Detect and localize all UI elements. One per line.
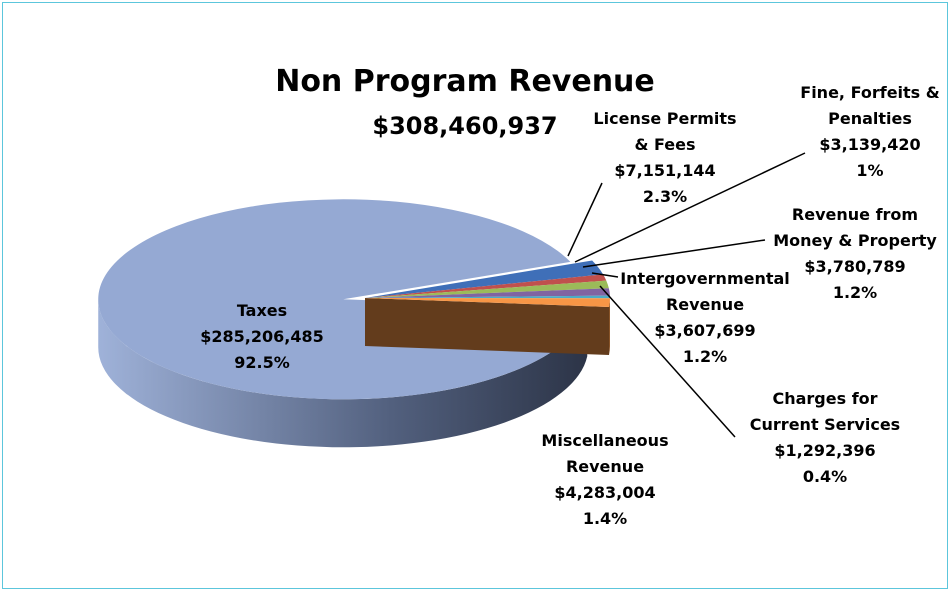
slice-side [609,298,610,355]
data-label: Intergovernmental Revenue $3,607,699 1.2% [610,266,800,370]
slice [365,280,609,298]
label-percent: 1.2% [832,283,878,302]
slice [365,260,604,298]
data-label: Revenue from Money & Property $3,780,789 1… [760,202,950,306]
label-amount: $4,283,004 [554,483,656,502]
label-name: License Permits & Fees [593,109,737,154]
leader-line [574,152,806,263]
slice [365,274,607,298]
slice-cut [365,298,610,355]
label-name: Charges for Current Services [749,389,901,434]
chart-subtitle: $308,460,937 [372,112,558,140]
label-amount: $1,292,396 [774,441,876,460]
label-percent: 1.4% [582,509,628,528]
leader-line [599,285,736,438]
label-percent: 1% [856,161,884,180]
label-name: Revenue from Money & Property [773,205,937,250]
label-percent: 92.5% [234,353,290,372]
label-percent: 1.2% [682,347,728,366]
label-percent: 0.4% [802,467,848,486]
label-amount: $7,151,144 [614,161,716,180]
data-label: Charges for Current Services $1,292,396 0.… [740,386,910,490]
label-name: Taxes [236,301,288,320]
label-amount: $3,607,699 [654,321,756,340]
label-amount: $3,139,420 [819,135,921,154]
label-amount: $285,206,485 [200,327,324,346]
slice [365,288,610,298]
data-label: License Permits & Fees $7,151,144 2.3% [590,106,740,210]
data-label: Miscellaneous Revenue $4,283,004 1.4% [530,428,680,532]
slice-side [98,299,588,448]
leader-line [567,182,603,257]
data-label: Taxes $285,206,485 92.5% [187,298,337,376]
chart-title: Non Program Revenue [275,64,655,99]
label-name: Intergovernmental Revenue [620,269,790,314]
label-amount: $3,780,789 [804,257,906,276]
label-name: Fine, Forfeits & Penalties [800,83,940,128]
slice [365,295,610,299]
leader-lines [567,152,806,438]
label-percent: 2.3% [642,187,688,206]
slice [365,298,610,307]
data-label: Fine, Forfeits & Penalties $3,139,420 1% [790,80,950,184]
leader-line [582,239,766,268]
label-name: Miscellaneous Revenue [541,431,669,476]
leader-line [591,272,619,278]
